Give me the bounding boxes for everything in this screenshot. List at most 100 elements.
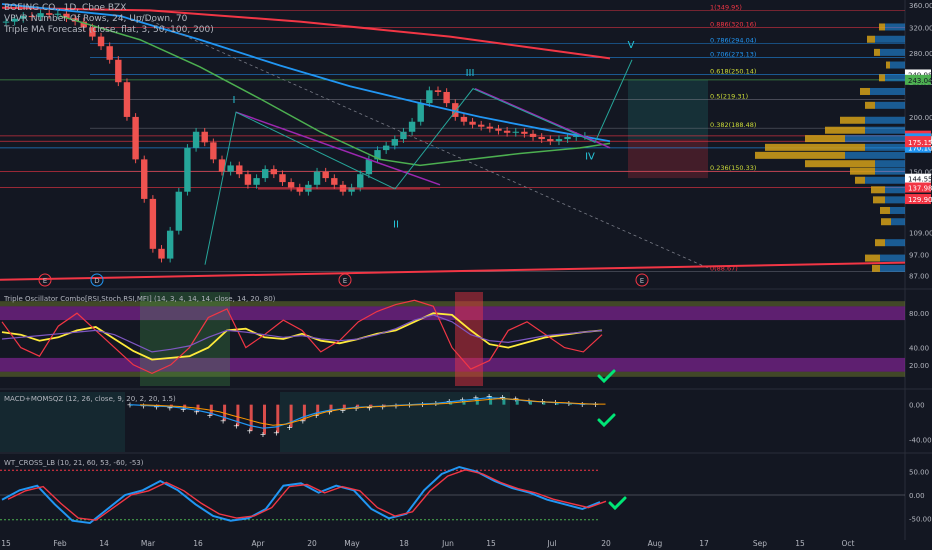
vpvr-down-bar [881, 218, 891, 226]
vpvr-down-bar [880, 206, 890, 214]
vpvr-up-bar [845, 135, 905, 143]
candle-body [244, 174, 252, 185]
macd-cross-marker: + [233, 421, 240, 430]
time-axis-tick: Apr [252, 539, 266, 548]
price-flag-bg [905, 194, 931, 205]
vpvr-up-bar [845, 151, 905, 159]
macd-cross-marker: + [140, 402, 147, 411]
candle-body [20, 15, 27, 19]
wt-axis-tick: 50.00 [909, 469, 929, 477]
macd-histogram-bar [316, 404, 320, 416]
macd-histogram-bar [302, 404, 306, 421]
vpvr-down-bar [865, 254, 880, 262]
dashed-trendline [139, 15, 711, 270]
candle-body [270, 169, 278, 175]
macd-histogram-bar [276, 404, 280, 433]
macd-cross-marker: + [300, 416, 307, 425]
symbol-line[interactable]: BOEING CO., 1D, Cboe BZX [4, 3, 127, 13]
oscillator-axis-tick: 80.00 [909, 310, 929, 318]
triple-ma-line[interactable]: Triple MA Forecast (close, flat, 3, 50, … [4, 25, 214, 35]
time-axis-tick: Oct [842, 539, 855, 548]
candle-body [400, 131, 407, 140]
chart-header: BOEING CO., 1D, Cboe BZX VPVR Number Of … [4, 3, 214, 36]
event-marker-circle [90, 273, 104, 287]
squeeze-zone [280, 392, 510, 452]
candle-body [452, 103, 459, 117]
vpvr-down-bar [805, 160, 875, 168]
fib-level-label: 0.236(150.33) [710, 164, 756, 172]
macd-cross-marker: + [353, 404, 360, 413]
macd-cross-marker: + [273, 428, 280, 437]
candle-body [115, 59, 122, 83]
time-axis-tick: Feb [53, 539, 67, 548]
macd-cross-marker: + [180, 405, 187, 414]
candle-body [166, 230, 174, 259]
oversold-band [0, 357, 905, 372]
vpvr-down-bar [825, 126, 865, 134]
vpvr-up-bar [870, 87, 905, 95]
event-marker-circle [338, 273, 352, 287]
candle-body [538, 136, 545, 140]
macd-cross-marker: + [379, 402, 386, 411]
price-flag-bg [905, 173, 931, 184]
oversold-band-outer [0, 371, 905, 377]
macd-histogram-bar [369, 404, 373, 408]
vpvr-down-bar [860, 87, 870, 95]
candle-body [287, 182, 295, 188]
ma-200-line [1, 6, 611, 60]
price-axis-tick: 360.00 [909, 2, 932, 10]
macd-cross-marker: + [153, 402, 160, 411]
vpvr-down-bar [805, 135, 845, 143]
vpvr-up-bar [890, 61, 905, 69]
macd-cross-marker: + [339, 406, 346, 415]
candle-body [512, 131, 519, 133]
price-flag-label: 129.90 [908, 196, 932, 204]
ma-100-line [1, 3, 611, 143]
event-marker-label: E [343, 277, 347, 285]
stop-zone [628, 139, 708, 179]
candle-body [408, 121, 416, 132]
candle-body [184, 147, 191, 192]
candle-body [296, 187, 303, 192]
candle-body [357, 174, 364, 188]
candle-body [564, 136, 571, 140]
macd-cross-marker: + [286, 423, 293, 432]
vpvr-up-bar [875, 101, 905, 109]
candle-body [313, 171, 321, 185]
candle-body [573, 135, 580, 137]
price-flag-bg [905, 74, 931, 85]
vpvr-down-bar [765, 143, 865, 151]
macd-histogram-bar [236, 404, 240, 426]
vpvr-up-bar [885, 196, 905, 204]
price-flag-label: 175.15 [908, 139, 932, 147]
price-flag-bg [905, 142, 931, 153]
vpvr-down-bar [871, 186, 885, 194]
check-icon [597, 413, 616, 428]
vpvr-down-bar [875, 239, 885, 247]
price-axis-tick: 280.00 [909, 50, 932, 58]
candle-body [236, 165, 243, 175]
vpvr-line[interactable]: VPVR Number Of Rows, 24, Up/Down, 70 [4, 14, 188, 24]
vpvr-down-bar [850, 167, 875, 175]
candle-body [322, 171, 329, 179]
time-axis-tick: May [344, 539, 360, 548]
fib-level-label: 0(88.67) [710, 265, 738, 273]
candle-body [529, 133, 537, 137]
macd-cross-marker: + [366, 403, 373, 412]
vpvr-up-bar [880, 264, 905, 272]
vpvr-down-bar [855, 176, 865, 184]
candle-body [201, 131, 208, 143]
vpvr-down-bar [879, 23, 885, 31]
macd-histogram-bar [289, 404, 293, 428]
macd-histogram-bar [223, 404, 227, 421]
vpvr-up-bar [865, 176, 905, 184]
macd-cross-marker: + [193, 408, 200, 417]
candle-body [348, 187, 355, 192]
candle-body [365, 159, 373, 175]
vpvr-down-bar [867, 35, 875, 43]
macd-histogram-bar [475, 397, 479, 405]
event-marker-circle [38, 273, 52, 287]
vpvr-up-bar [880, 48, 905, 56]
vpvr-up-bar [885, 23, 905, 31]
